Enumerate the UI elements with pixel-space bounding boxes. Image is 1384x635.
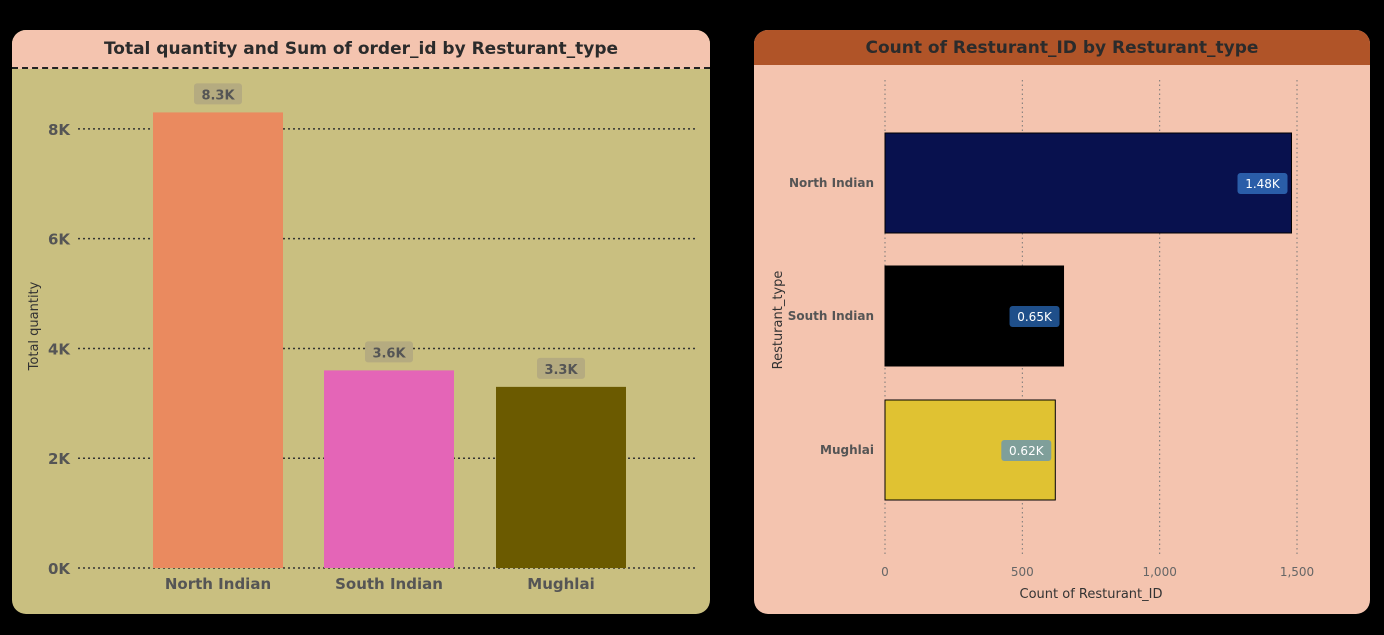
x-tick-label: 0 bbox=[881, 565, 889, 579]
y-tick-label: South Indian bbox=[788, 309, 874, 323]
bar bbox=[153, 112, 283, 568]
x-tick-label: Mughlai bbox=[527, 575, 594, 593]
x-tick-label: 1,500 bbox=[1280, 565, 1314, 579]
chart-title: Total quantity and Sum of order_id by Re… bbox=[12, 30, 710, 69]
x-axis-label: Count of Resturant_ID bbox=[1020, 587, 1163, 602]
y-axis-label: Total quantity bbox=[27, 281, 42, 371]
count-chart-panel: Count of Resturant_ID by Resturant_type … bbox=[754, 30, 1370, 614]
data-label: 3.3K bbox=[544, 363, 578, 378]
bar bbox=[496, 386, 626, 568]
y-tick-label: 8K bbox=[48, 121, 71, 139]
data-label-bg bbox=[1237, 173, 1288, 194]
y-tick-label: 0K bbox=[48, 560, 71, 578]
data-label: 0.65K bbox=[1017, 310, 1053, 324]
y-axis-label: Resturant_type bbox=[771, 271, 786, 370]
data-label-bg bbox=[537, 357, 585, 379]
data-label-bg bbox=[1001, 440, 1052, 461]
x-tick-label: 500 bbox=[1011, 565, 1034, 579]
data-label-bg bbox=[1009, 306, 1060, 327]
chart-title: Count of Resturant_ID by Resturant_type bbox=[754, 30, 1370, 65]
data-label: 3.6K bbox=[372, 346, 406, 361]
y-tick-label: North Indian bbox=[789, 176, 874, 190]
x-tick-label: South Indian bbox=[335, 575, 443, 593]
data-label: 8.3K bbox=[201, 88, 235, 103]
bar bbox=[324, 370, 454, 568]
x-tick-label: North Indian bbox=[165, 575, 271, 593]
data-label-bg bbox=[365, 341, 413, 363]
bar bbox=[884, 132, 1293, 234]
data-label: 0.62K bbox=[1009, 444, 1045, 458]
quantity-bar-chart: 0K 2K 4K 6K 8K Total quantity 8.3K North Indian… bbox=[27, 83, 698, 593]
y-tick-label: Mughlai bbox=[820, 443, 874, 457]
count-bar-chart: 0 500 1,000 1,500 Count of Resturant_ID Restu… bbox=[771, 80, 1314, 602]
data-label: 1.48K bbox=[1245, 177, 1281, 191]
y-tick-label: 4K bbox=[48, 340, 71, 358]
y-tick-label: 2K bbox=[48, 450, 71, 468]
data-label-bg bbox=[194, 83, 242, 105]
y-tick-label: 6K bbox=[48, 231, 71, 249]
quantity-chart-panel: Total quantity and Sum of order_id by Re… bbox=[12, 30, 710, 614]
x-tick-label: 1,000 bbox=[1142, 565, 1176, 579]
